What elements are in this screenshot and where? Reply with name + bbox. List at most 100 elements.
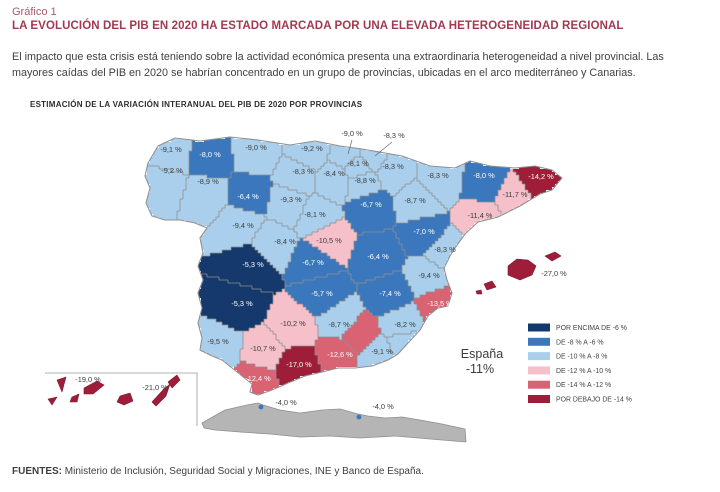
province-region: [387, 331, 417, 355]
legend-label: POR DEBAJO DE -14 %: [556, 397, 632, 404]
island-value-label: -19,0 %: [75, 375, 101, 384]
province-value-label: -7,0 %: [413, 227, 435, 236]
province-value-label: -12,4 %: [245, 374, 271, 383]
province-region: [189, 137, 234, 178]
province-value-label: -9,1 %: [160, 145, 182, 154]
intro-paragraph: El impacto que esta crisis está teniendo…: [12, 51, 664, 79]
legend-swatch: [528, 380, 550, 389]
province-value-label: -8,3 %: [382, 162, 404, 171]
province-region: [513, 166, 561, 199]
province-value-label: -9,4 %: [418, 271, 440, 280]
island-region: [475, 289, 483, 295]
legend-label: DE -10 % A -8 %: [556, 354, 607, 361]
province-value-label: -9,0 %: [245, 143, 267, 152]
label-leader-line: [347, 139, 353, 155]
province-region: [198, 274, 273, 331]
province-value-label: -9,5 %: [207, 337, 229, 346]
figure-number: Gráfico 1: [12, 6, 57, 18]
island-region: [483, 280, 497, 291]
province-region: [315, 292, 366, 340]
province-region: [270, 154, 315, 196]
autonomous-city-dot: [356, 414, 362, 420]
map-title: ESTIMACIÓN DE LA VARIACIÓN INTERANUAL DE…: [30, 100, 363, 109]
legend-swatch: [528, 352, 550, 361]
legend-label: DE -12 % A -10 %: [556, 368, 611, 375]
province-region: [282, 142, 330, 172]
country-value-label: -11%: [466, 362, 494, 376]
legend: POR ENCIMA DE -6 % DE -8 % A -6 % DE -10 %…: [528, 323, 632, 404]
province-region: [345, 172, 381, 202]
island-region: [151, 383, 171, 407]
province-value-label: -8,3 %: [383, 131, 405, 140]
province-region: [303, 217, 357, 268]
autonomous-city-dot: [258, 404, 264, 410]
province-value-label: -9,3 %: [280, 195, 302, 204]
province-value-label: -14,2 %: [528, 172, 554, 181]
spain-choropleth-map: -9,1 % -8,0 % -9,2 % -8,9 % -9,0 % -9,2 % -9,0…: [45, 129, 632, 443]
province-region: [450, 199, 501, 235]
legend-swatch: [528, 337, 550, 346]
province-value-label: -8,9 %: [197, 177, 219, 186]
spain-coastline: [144, 136, 563, 396]
province-region: [315, 337, 357, 373]
province-region: [228, 172, 273, 214]
province-region: [417, 163, 465, 211]
legend-swatch: [528, 395, 550, 403]
province-value-label: -8,7 %: [328, 320, 350, 329]
figure-title: LA EVOLUCIÓN DEL PIB EN 2020 HA ESTADO M…: [12, 20, 624, 32]
province-value-label: -11,4 %: [468, 211, 493, 220]
sources-text: Ministerio de Inclusión, Seguridad Socia…: [62, 466, 424, 477]
province-region: [264, 289, 318, 349]
province-region: [357, 334, 393, 367]
province-value-label: -6,4 %: [367, 252, 389, 261]
province-value-label: -8,7 %: [404, 196, 426, 205]
province-region: [393, 211, 450, 256]
province-region: [315, 160, 348, 205]
province-region: [231, 137, 282, 175]
island-region: [167, 374, 181, 389]
province-region: [145, 166, 189, 220]
province-region: [201, 205, 267, 256]
country-name-label: España: [461, 347, 503, 361]
province-region: [294, 193, 345, 238]
province-region: [348, 229, 408, 283]
province-value-label: -10,5 %: [316, 236, 342, 245]
province-value-label: -17,0 %: [286, 360, 312, 369]
province-value-label: -8,4 %: [274, 237, 296, 246]
province-value-label: -10,2 %: [280, 319, 306, 328]
province-region: [264, 184, 309, 229]
island-region: [47, 396, 58, 406]
legend-swatch: [528, 366, 550, 375]
province-region: [342, 310, 381, 355]
province-region: [234, 361, 279, 394]
label-leader-line: [374, 141, 393, 157]
province-value-label: -9,0 %: [341, 129, 363, 138]
province-region: [252, 220, 300, 274]
legend-label: POR ENCIMA DE -6 %: [556, 325, 627, 332]
province-value-label: -5,3 %: [242, 260, 264, 269]
island-value-label: -4,0 %: [372, 402, 394, 411]
island-region: [544, 251, 562, 262]
province-region: [459, 160, 510, 202]
island-region: [56, 376, 67, 393]
canary-inset-frame: [45, 372, 198, 426]
island-value-label: -4,0 %: [275, 398, 297, 407]
sources-label: FUENTES:: [12, 466, 62, 477]
africa-coast: [201, 402, 467, 443]
island-region: [507, 258, 537, 281]
province-value-label: -8,1 %: [304, 210, 326, 219]
island-region: [69, 393, 80, 403]
province-value-label: -8,2 %: [394, 320, 416, 329]
legend-label: DE -14 % A -12 %: [556, 382, 611, 389]
island-value-label: -21,0 %: [142, 383, 168, 392]
province-value-label: -7,4 %: [379, 289, 401, 298]
legend-swatch: [528, 323, 550, 332]
province-value-label: -8,4 %: [323, 169, 345, 178]
province-value-label: -9,1 %: [371, 347, 393, 356]
province-region: [198, 244, 285, 295]
legend-label: DE -8 % A -6 %: [556, 339, 604, 346]
province-value-label: -10,7 %: [250, 344, 276, 353]
province-value-label: -8,1 %: [347, 159, 369, 168]
province-value-label: -9,2 %: [161, 166, 183, 175]
